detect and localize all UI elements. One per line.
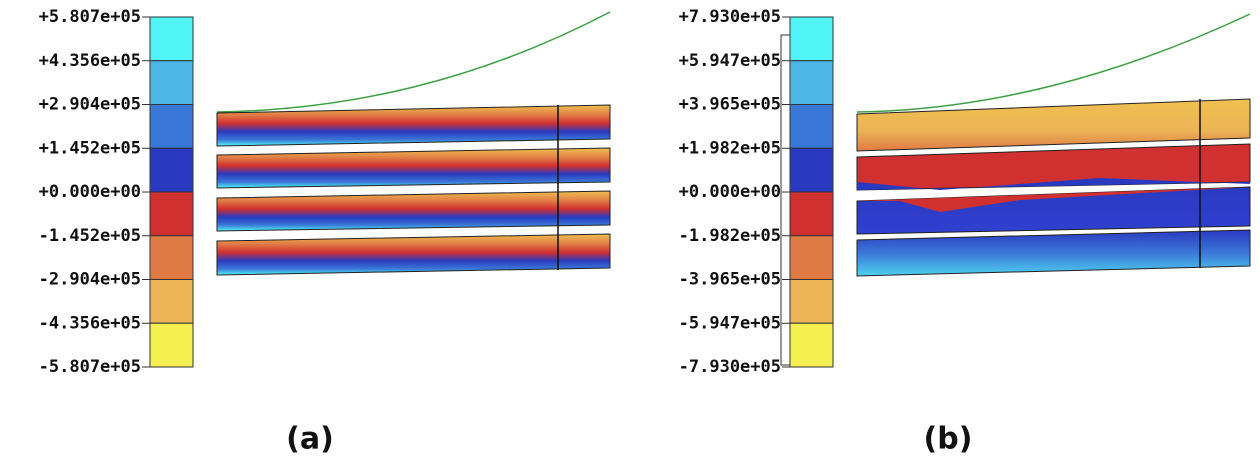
legend-label: -5.807e+05 xyxy=(39,357,141,377)
legend-swatch xyxy=(149,60,194,105)
layer xyxy=(216,190,611,232)
legend-label: -1.452e+05 xyxy=(39,226,141,246)
legend-swatch xyxy=(149,16,194,62)
legend-label: +1.982e+05 xyxy=(679,138,781,158)
layer xyxy=(216,147,611,189)
legend-swatch xyxy=(149,279,194,324)
legend-swatch xyxy=(789,235,834,280)
deflection-curve xyxy=(856,13,1251,113)
legend-label: +5.947e+05 xyxy=(679,51,781,71)
layer xyxy=(216,233,611,276)
legend-swatch xyxy=(789,60,834,105)
region xyxy=(857,187,1250,212)
layer xyxy=(856,229,1251,277)
legend-label: -3.965e+05 xyxy=(679,270,781,290)
region xyxy=(857,178,1250,190)
deflection-curve xyxy=(216,11,611,113)
legend-label: -1.982e+05 xyxy=(679,226,781,246)
legend-label: -2.904e+05 xyxy=(39,270,141,290)
legend-swatch xyxy=(149,191,194,237)
legend-label: +3.965e+05 xyxy=(679,95,781,115)
legend-swatch xyxy=(789,147,834,193)
legend-swatch xyxy=(789,16,834,62)
panel-caption: (b) xyxy=(924,422,973,457)
legend-swatch xyxy=(149,104,194,149)
layer xyxy=(216,104,611,147)
legend-swatch xyxy=(789,279,834,324)
legend-swatch xyxy=(149,147,194,193)
legend-label: +5.807e+05 xyxy=(39,7,141,27)
legend-swatch xyxy=(149,322,194,368)
legend-swatch xyxy=(789,104,834,149)
legend-label: -4.356e+05 xyxy=(39,313,141,333)
legend-label: +0.000e+00 xyxy=(39,182,141,202)
plots xyxy=(216,11,1251,366)
legend-label: +1.452e+05 xyxy=(39,138,141,158)
legend-label: +0.000e+00 xyxy=(679,182,781,202)
layer xyxy=(856,98,1251,152)
legend-label: -5.947e+05 xyxy=(679,313,781,333)
legend-label: +4.356e+05 xyxy=(39,51,141,71)
legend-swatch xyxy=(149,235,194,280)
legend-label: -7.930e+05 xyxy=(679,357,781,377)
legend-swatch xyxy=(789,191,834,237)
legend-label: +7.930e+05 xyxy=(679,7,781,27)
legend-label: +2.904e+05 xyxy=(39,95,141,115)
legend-swatch xyxy=(789,322,834,368)
panel-caption: (a) xyxy=(286,422,334,457)
